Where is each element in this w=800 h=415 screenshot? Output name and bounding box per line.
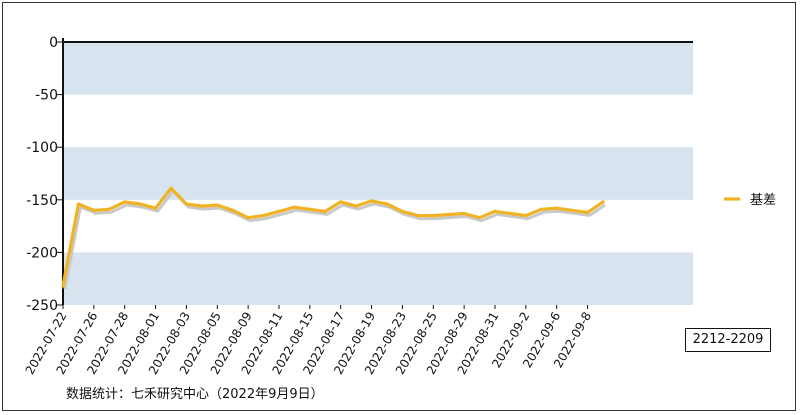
data-point — [215, 203, 219, 207]
data-point — [200, 204, 204, 208]
grid-band — [63, 252, 693, 305]
legend: 基差 — [724, 193, 776, 208]
y-tick-label: -150 — [26, 193, 58, 209]
data-point — [123, 200, 127, 204]
y-axis-ticks: 0 -50 -100 -150 -200 -250 — [26, 35, 63, 314]
data-point — [524, 213, 528, 218]
data-point — [339, 200, 343, 204]
data-point — [153, 206, 158, 210]
chart-frame — [2, 2, 796, 411]
data-point — [431, 213, 435, 218]
data-point — [354, 204, 358, 208]
data-point — [400, 209, 405, 213]
grid-bands — [63, 42, 693, 305]
data-point — [493, 209, 497, 213]
series-shadow — [63, 189, 606, 290]
data-point — [555, 206, 559, 210]
data-point — [447, 212, 451, 217]
series-layer — [61, 186, 606, 290]
data-point — [385, 202, 389, 206]
y-tick-label: -200 — [26, 245, 58, 261]
data-point — [570, 208, 574, 212]
data-point — [601, 200, 605, 204]
series-line — [61, 186, 605, 288]
data-point — [323, 209, 327, 213]
x-axis-ticks: 2022-07-222022-07-262022-07-282022-08-01… — [23, 305, 594, 377]
data-point — [369, 199, 374, 203]
data-point — [277, 209, 281, 213]
data-point — [585, 210, 590, 215]
data-point — [138, 202, 142, 206]
axes — [62, 38, 693, 305]
data-point — [107, 207, 111, 211]
data-point — [477, 216, 482, 220]
contract-label: 2212-2209 — [685, 328, 771, 352]
data-point — [539, 207, 543, 211]
data-point — [308, 207, 312, 211]
data-point — [246, 216, 250, 220]
y-tick-label: -50 — [35, 88, 58, 104]
grid-band — [63, 147, 693, 200]
data-point — [169, 186, 173, 190]
grid-band — [63, 42, 693, 95]
y-tick-label: 0 — [49, 35, 58, 51]
data-point — [416, 213, 420, 218]
data-point — [261, 213, 266, 218]
source-note: 数据统计：七禾研究中心（2022年9月9日） — [66, 387, 324, 402]
y-tick-label: -100 — [26, 140, 58, 156]
data-point — [61, 284, 65, 288]
data-point — [76, 202, 81, 206]
data-point — [184, 202, 189, 206]
data-point — [292, 205, 297, 209]
data-point — [462, 211, 466, 216]
legend-label: 基差 — [750, 193, 776, 208]
data-point — [508, 211, 513, 216]
y-tick-label: -250 — [26, 298, 58, 314]
data-point — [231, 208, 235, 212]
data-point — [92, 208, 96, 212]
